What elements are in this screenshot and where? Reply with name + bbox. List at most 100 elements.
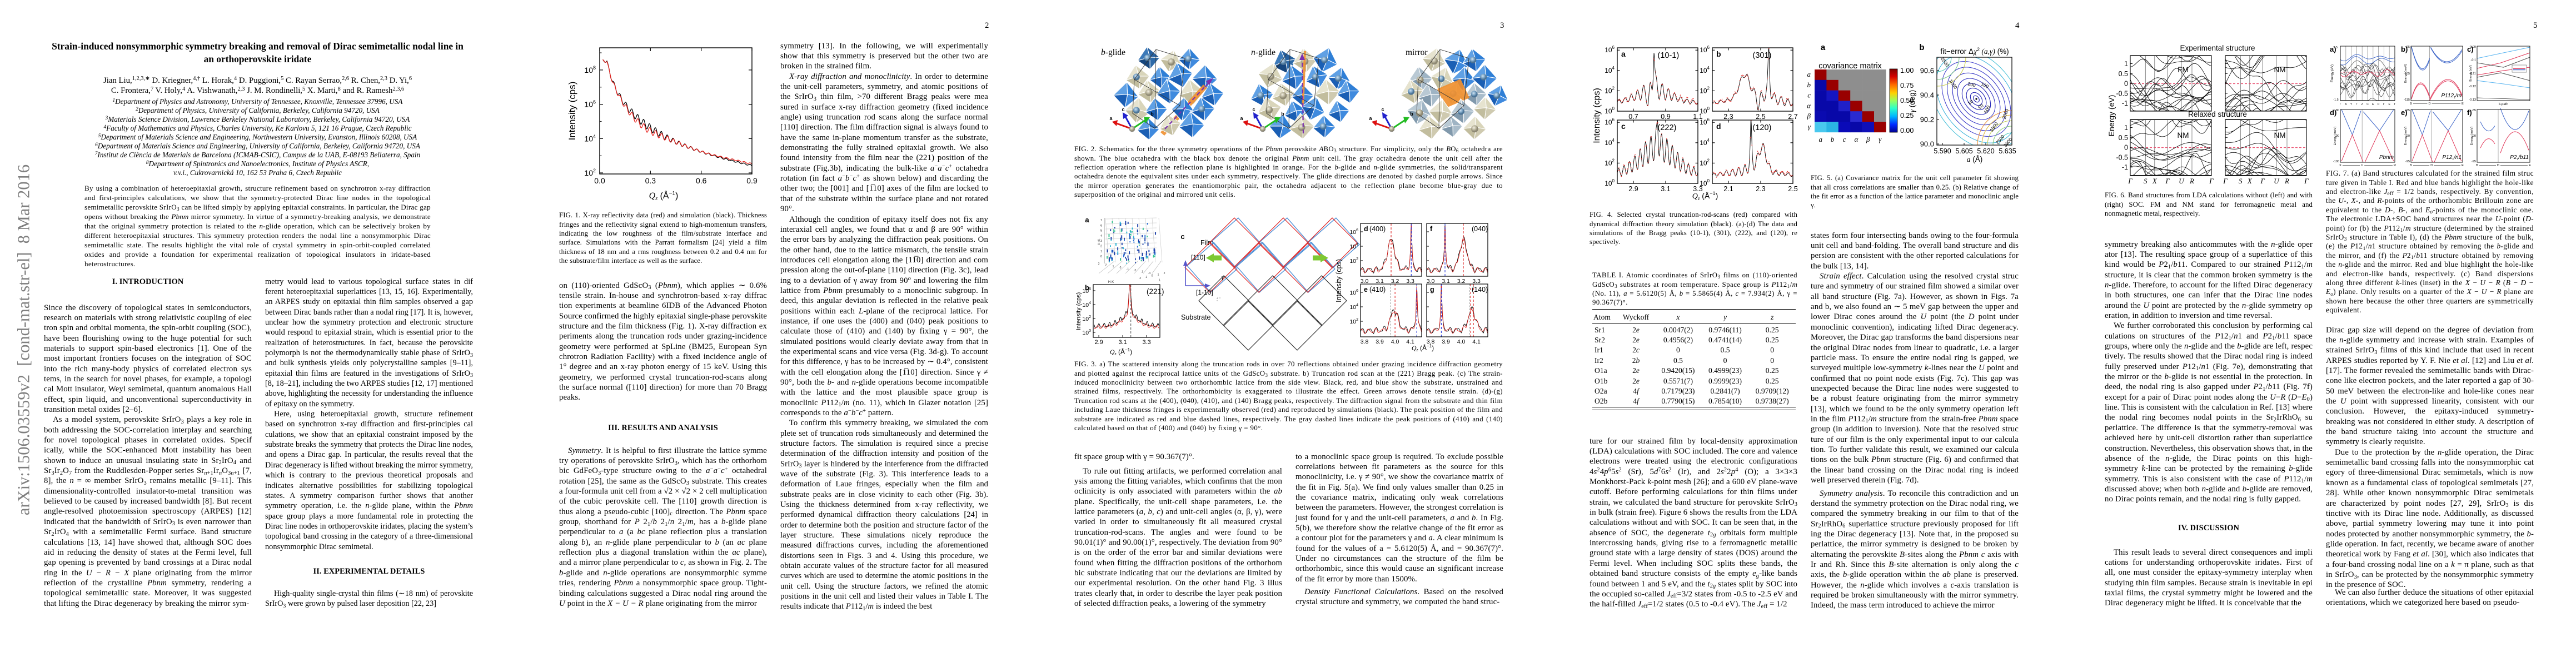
svg-text:c: c — [1180, 232, 1184, 241]
svg-text:P21/b11: P21/b11 — [2510, 155, 2529, 161]
svg-text:Relaxed structure: Relaxed structure — [2188, 110, 2247, 118]
svg-text:Energy (eV): Energy (eV) — [2331, 64, 2334, 82]
svg-text:3.8: 3.8 — [1361, 339, 1369, 345]
svg-text:Qz (Å−1): Qz (Å−1) — [1412, 344, 1434, 352]
svg-text:-115: -115 — [2404, 98, 2410, 102]
svg-text:α: α — [1854, 135, 1858, 143]
svg-text:R: R — [2189, 177, 2194, 185]
svg-text:(140): (140) — [1472, 286, 1488, 293]
svg-text:-3: -3 — [1141, 270, 1144, 273]
svg-text:C: C — [2366, 103, 2369, 106]
svg-text:E: E — [2462, 102, 2464, 106]
svg-text:f): f) — [2467, 108, 2472, 117]
svg-text:-85: -85 — [2405, 109, 2410, 112]
svg-text:fit−error Δχ2 (a,γ) (%): fit−error Δχ2 (a,γ) (%) — [1940, 47, 2009, 56]
svg-text:2000: 2000 — [2001, 108, 2009, 120]
svg-text:106: 106 — [1605, 45, 1615, 54]
svg-text:10: 10 — [1966, 98, 1974, 106]
svg-text:104: 104 — [1700, 138, 1710, 147]
svg-text:a: a — [1240, 116, 1243, 121]
svg-text:1.00: 1.00 — [1900, 67, 1914, 74]
svg-text:3.3: 3.3 — [1472, 278, 1481, 285]
svg-text:a: a — [1369, 116, 1372, 121]
svg-text:Γ: Γ — [2165, 177, 2170, 185]
svg-text:3.9: 3.9 — [1442, 339, 1450, 345]
svg-text:H-K: H-K — [1108, 281, 1114, 284]
svg-text:g: g — [1430, 286, 1434, 293]
svg-text:1: 1 — [2124, 124, 2128, 132]
svg-text:102: 102 — [584, 168, 596, 177]
svg-text:NM: NM — [2178, 131, 2189, 140]
svg-text:[110]: [110] — [1191, 253, 1205, 261]
svg-text:3.0: 3.0 — [1361, 278, 1369, 285]
svg-text:102: 102 — [1349, 318, 1358, 325]
svg-text:104: 104 — [584, 133, 596, 143]
svg-text:c: c — [1807, 91, 1811, 99]
svg-text:100: 100 — [1082, 329, 1091, 336]
svg-text:2.5: 2.5 — [1756, 113, 1765, 121]
svg-text:0.0: 0.0 — [594, 176, 605, 185]
svg-text:-1: -1 — [2122, 99, 2128, 107]
svg-text:covariance matrix: covariance matrix — [1818, 62, 1882, 71]
svg-text:-4: -4 — [1148, 272, 1151, 275]
svg-text:106: 106 — [1349, 228, 1358, 236]
svg-text:1: 1 — [1100, 250, 1102, 253]
svg-text:c: c — [1621, 122, 1626, 131]
svg-text:106: 106 — [1700, 45, 1710, 54]
svg-text:b: b — [1919, 43, 1924, 52]
svg-text:102: 102 — [1349, 257, 1358, 265]
svg-text:B: B — [2410, 164, 2412, 167]
svg-text:-0.5: -0.5 — [2116, 153, 2128, 161]
svg-text:90.0: 90.0 — [1920, 140, 1934, 148]
svg-text:Γ: Γ — [2340, 103, 2341, 106]
svg-text:b: b — [1150, 111, 1154, 117]
svg-text:B: B — [2410, 102, 2412, 106]
svg-text:b): b) — [2401, 45, 2408, 53]
svg-text:a: a — [1807, 70, 1811, 78]
svg-text:-90: -90 — [2335, 135, 2339, 138]
svg-text:Qz (Å−1): Qz (Å−1) — [649, 190, 679, 201]
svg-text:3.3: 3.3 — [1693, 185, 1702, 193]
svg-text:3.1: 3.1 — [1118, 339, 1127, 346]
svg-text:3.1: 3.1 — [1442, 278, 1450, 285]
svg-text:-85: -85 — [2472, 109, 2476, 112]
svg-text:-1: -1 — [1145, 276, 1148, 279]
svg-text:1.5: 1.5 — [2333, 46, 2338, 49]
svg-text:(10-1): (10-1) — [1658, 51, 1680, 60]
svg-text:5: 5 — [1100, 230, 1102, 233]
svg-text:(120): (120) — [1753, 123, 1772, 132]
svg-text:e: e — [1364, 286, 1368, 293]
svg-text:(400): (400) — [1369, 225, 1386, 233]
svg-text:γ: γ — [1879, 135, 1882, 143]
svg-text:0: 0 — [2124, 80, 2128, 88]
svg-text:Intensity (cps): Intensity (cps) — [1592, 88, 1602, 143]
svg-text:c: c — [1252, 107, 1255, 112]
svg-text:-2: -2 — [1134, 269, 1137, 272]
svg-text:Γ: Γ — [2304, 177, 2309, 185]
svg-text:d): d) — [2330, 108, 2336, 117]
svg-text:0.00: 0.00 — [1900, 127, 1914, 135]
svg-text:-105: -105 — [2404, 72, 2410, 76]
svg-text:Γ: Γ — [2209, 177, 2214, 185]
svg-text:104: 104 — [1605, 66, 1615, 74]
svg-text:-1: -1 — [1127, 268, 1129, 271]
svg-text:S: S — [2239, 177, 2243, 185]
svg-text:2.7: 2.7 — [1788, 113, 1797, 121]
svg-text:3.1: 3.1 — [1661, 185, 1670, 193]
svg-text:1: 1 — [2124, 60, 2128, 68]
svg-text:Energy (meV): Energy (meV) — [2334, 126, 2337, 145]
svg-text:Γ: Γ — [2260, 177, 2265, 185]
svg-text:Intensity (cps): Intensity (cps) — [1335, 259, 1343, 302]
svg-text:3.2: 3.2 — [1391, 278, 1399, 285]
svg-text:2.9: 2.9 — [1094, 339, 1103, 346]
svg-text:-95: -95 — [2405, 46, 2410, 49]
svg-text:104: 104 — [1082, 301, 1091, 308]
svg-text:-0.11: -0.11 — [2469, 72, 2476, 75]
svg-text:E: E — [2389, 103, 2391, 106]
svg-text:a: a — [1821, 43, 1826, 52]
svg-text:a (Å): a (Å) — [1967, 155, 1983, 163]
svg-text:200: 200 — [1967, 81, 1977, 88]
svg-text:c): c) — [2467, 45, 2474, 53]
svg-text:4.1: 4.1 — [1472, 339, 1481, 345]
svg-text:100: 100 — [1605, 106, 1615, 115]
